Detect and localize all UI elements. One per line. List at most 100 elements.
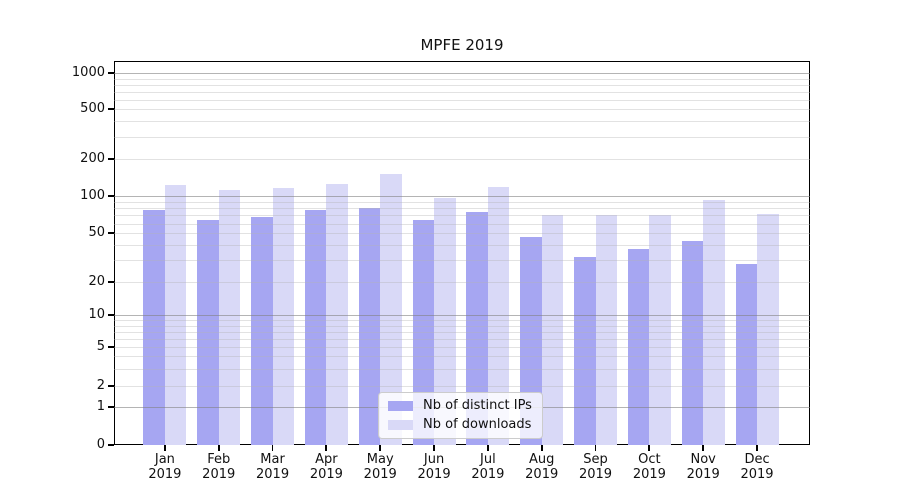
bar-distinct-ips (466, 211, 488, 445)
gridline-minor (114, 84, 810, 86)
x-tick-label: Dec 2019 (740, 452, 774, 482)
x-tick-label: Jan 2019 (148, 452, 182, 482)
gridline-minor (114, 331, 810, 333)
legend-swatch-downloads-icon (388, 419, 413, 430)
gridline-minor (114, 137, 810, 139)
y-tick-mark (108, 232, 114, 235)
x-tick-mark (486, 445, 489, 451)
gridline-minor (114, 91, 810, 93)
bar-distinct-ips (251, 216, 273, 445)
bar-downloads (757, 213, 779, 445)
bar-downloads (218, 190, 241, 445)
x-tick-label: Jul 2019 (471, 452, 505, 482)
y-tick-label: 0 (96, 437, 105, 452)
x-tick-label: May 2019 (363, 452, 397, 482)
bar-distinct-ips (574, 257, 596, 445)
y-tick-mark (108, 384, 114, 387)
x-tick-mark (702, 445, 705, 451)
gridline-minor (114, 201, 810, 203)
x-tick-mark (379, 445, 382, 451)
legend-item-distinct-ips: Nb of distinct IPs (388, 398, 532, 413)
x-tick-mark (756, 445, 758, 451)
x-tick-mark (540, 445, 543, 451)
bar-distinct-ips (412, 220, 435, 445)
x-tick-label: Apr 2019 (309, 452, 343, 482)
gridline-major (114, 72, 810, 75)
gridline-minor (114, 109, 810, 111)
gridline-minor (114, 282, 810, 283)
y-tick-mark (108, 108, 114, 111)
y-tick-label: 1 (96, 399, 105, 415)
x-tick-label: Jun 2019 (417, 452, 451, 482)
y-tick-mark (108, 406, 114, 409)
gridline-minor (114, 338, 810, 340)
x-tick-mark (433, 445, 435, 451)
gridline-minor (114, 223, 810, 225)
gridline-minor (114, 320, 810, 322)
gridline-minor (114, 159, 810, 161)
bar-distinct-ips (304, 210, 327, 445)
y-tick-label: 20 (88, 274, 105, 289)
y-tick-mark (108, 444, 114, 446)
legend-swatch-distinct-ips-icon (388, 400, 413, 411)
y-tick-mark (108, 158, 114, 161)
bar-downloads (649, 214, 671, 445)
y-tick-label: 100 (80, 188, 105, 204)
bar-distinct-ips (197, 220, 219, 445)
gridline-minor (114, 215, 810, 217)
x-tick-label: Mar 2019 (256, 452, 290, 482)
bar-downloads (703, 200, 725, 445)
gridline-minor (114, 233, 810, 235)
x-tick-mark (217, 445, 220, 451)
legend-label-distinct-ips: Nb of distinct IPs (423, 398, 532, 413)
x-tick-mark (594, 445, 597, 451)
bar-downloads (434, 198, 456, 445)
gridline-minor (114, 368, 810, 370)
y-tick-label: 1000 (71, 65, 105, 80)
bar-downloads (595, 214, 618, 445)
y-tick-mark (108, 314, 114, 317)
gridline-minor (114, 260, 810, 262)
y-tick-label: 50 (88, 225, 105, 241)
bar-downloads (164, 184, 187, 445)
legend: Nb of distinct IPs Nb of downloads (378, 392, 543, 439)
y-tick-label: 2 (96, 377, 105, 393)
y-tick-label: 10 (88, 307, 105, 323)
x-tick-mark (271, 445, 274, 451)
bar-distinct-ips (735, 264, 758, 445)
y-tick-mark (108, 72, 114, 74)
bar-downloads (326, 183, 348, 445)
legend-item-downloads: Nb of downloads (388, 417, 532, 432)
gridline-minor (114, 356, 810, 358)
gridline-minor (114, 347, 810, 348)
bar-distinct-ips (143, 210, 165, 445)
gridline-major (114, 196, 810, 198)
x-tick-label: Feb 2019 (202, 452, 236, 482)
y-tick-label: 500 (80, 101, 105, 117)
gridline-minor (114, 78, 810, 80)
legend-label-downloads: Nb of downloads (423, 417, 532, 432)
y-tick-mark (108, 281, 114, 283)
x-tick-label: Oct 2019 (632, 452, 666, 482)
bar-distinct-ips (358, 208, 381, 445)
y-tick-mark (108, 346, 114, 348)
bar-downloads (380, 173, 402, 445)
y-tick-label: 200 (80, 151, 105, 167)
x-tick-mark (164, 445, 166, 451)
gridline-minor (114, 99, 810, 101)
gridline-minor (114, 325, 810, 327)
gridline-major (114, 315, 810, 317)
bar-downloads (541, 215, 564, 445)
x-tick-mark (648, 445, 651, 451)
gridline-minor (114, 245, 810, 247)
x-tick-label: Sep 2019 (578, 452, 613, 482)
bar-downloads (272, 188, 295, 445)
x-tick-mark (325, 445, 328, 451)
x-tick-label: Nov 2019 (686, 452, 720, 482)
gridline-minor (114, 385, 810, 387)
y-tick-label: 5 (96, 339, 105, 354)
gridline-minor (114, 121, 810, 123)
x-tick-label: Aug 2019 (525, 452, 559, 482)
gridline-minor (114, 208, 810, 210)
